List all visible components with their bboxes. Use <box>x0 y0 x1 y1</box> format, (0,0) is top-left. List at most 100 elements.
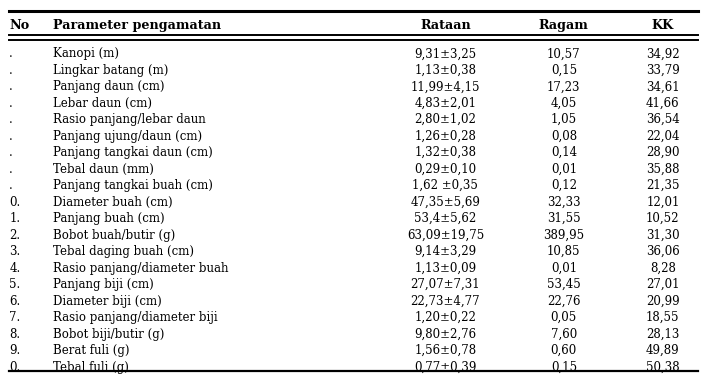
Text: 1,32±0,38: 1,32±0,38 <box>414 146 477 159</box>
Text: 22,76: 22,76 <box>547 294 580 308</box>
Text: 17,23: 17,23 <box>547 80 580 93</box>
Text: 7,60: 7,60 <box>551 327 577 341</box>
Text: 9,31±3,25: 9,31±3,25 <box>414 47 477 60</box>
Text: 63,09±19,75: 63,09±19,75 <box>407 229 484 242</box>
Text: .: . <box>9 80 13 93</box>
Text: Rasio panjang/diameter buah: Rasio panjang/diameter buah <box>53 262 228 275</box>
Text: 31,55: 31,55 <box>547 212 580 225</box>
Text: Tebal fuli (g): Tebal fuli (g) <box>53 360 129 374</box>
Text: 1,56±0,78: 1,56±0,78 <box>414 344 477 357</box>
Text: .: . <box>9 146 13 159</box>
Text: 22,04: 22,04 <box>646 130 679 143</box>
Text: 20,99: 20,99 <box>646 294 679 308</box>
Text: 0,14: 0,14 <box>551 146 577 159</box>
Text: 31,30: 31,30 <box>646 229 679 242</box>
Text: 10,57: 10,57 <box>547 47 580 60</box>
Text: Rasio panjang/diameter biji: Rasio panjang/diameter biji <box>53 311 218 324</box>
Text: 7.: 7. <box>9 311 21 324</box>
Text: 1,05: 1,05 <box>551 113 577 126</box>
Text: 53,45: 53,45 <box>547 278 580 291</box>
Text: 0,12: 0,12 <box>551 179 577 192</box>
Text: Bobot biji/butir (g): Bobot biji/butir (g) <box>53 327 165 341</box>
Text: 22,73±4,77: 22,73±4,77 <box>411 294 480 308</box>
Text: 10,52: 10,52 <box>646 212 679 225</box>
Text: 0,15: 0,15 <box>551 360 577 374</box>
Text: 0,01: 0,01 <box>551 262 577 275</box>
Text: Lingkar batang (m): Lingkar batang (m) <box>53 64 168 77</box>
Text: 1,13±0,38: 1,13±0,38 <box>414 64 477 77</box>
Text: 0,01: 0,01 <box>551 163 577 176</box>
Text: 2.: 2. <box>9 229 21 242</box>
Text: Diameter biji (cm): Diameter biji (cm) <box>53 294 162 308</box>
Text: Rataan: Rataan <box>420 19 471 32</box>
Text: KK: KK <box>652 19 674 32</box>
Text: No: No <box>9 19 30 32</box>
Text: 4.: 4. <box>9 262 21 275</box>
Text: Berat fuli (g): Berat fuli (g) <box>53 344 129 357</box>
Text: 11,99±4,15: 11,99±4,15 <box>411 80 480 93</box>
Text: 53,4±5,62: 53,4±5,62 <box>414 212 477 225</box>
Text: .: . <box>9 47 13 60</box>
Text: 0.: 0. <box>9 196 21 209</box>
Text: 4,83±2,01: 4,83±2,01 <box>414 97 477 110</box>
Text: 8.: 8. <box>9 327 21 341</box>
Text: 0,77±0,39: 0,77±0,39 <box>414 360 477 374</box>
Text: Ragam: Ragam <box>539 19 589 32</box>
Text: .: . <box>9 179 13 192</box>
Text: 1,62 ±0,35: 1,62 ±0,35 <box>412 179 479 192</box>
Text: 50,38: 50,38 <box>646 360 679 374</box>
Text: .: . <box>9 130 13 143</box>
Text: 4,05: 4,05 <box>551 97 577 110</box>
Text: 49,89: 49,89 <box>646 344 679 357</box>
Text: 8,28: 8,28 <box>650 262 676 275</box>
Text: Panjang daun (cm): Panjang daun (cm) <box>53 80 165 93</box>
Text: Rasio panjang/lebar daun: Rasio panjang/lebar daun <box>53 113 206 126</box>
Text: 10,85: 10,85 <box>547 245 580 258</box>
Text: 1,13±0,09: 1,13±0,09 <box>414 262 477 275</box>
Text: Panjang tangkai daun (cm): Panjang tangkai daun (cm) <box>53 146 213 159</box>
Text: 0,60: 0,60 <box>551 344 577 357</box>
Text: 389,95: 389,95 <box>543 229 585 242</box>
Text: 0.: 0. <box>9 360 21 374</box>
Text: 9,14±3,29: 9,14±3,29 <box>414 245 477 258</box>
Text: .: . <box>9 64 13 77</box>
Text: Lebar daun (cm): Lebar daun (cm) <box>53 97 152 110</box>
Text: 36,54: 36,54 <box>646 113 679 126</box>
Text: 36,06: 36,06 <box>646 245 679 258</box>
Text: 1,26±0,28: 1,26±0,28 <box>414 130 477 143</box>
Text: 0,08: 0,08 <box>551 130 577 143</box>
Text: 27,07±7,31: 27,07±7,31 <box>411 278 480 291</box>
Text: 2,80±1,02: 2,80±1,02 <box>414 113 477 126</box>
Text: 12,01: 12,01 <box>646 196 679 209</box>
Text: 32,33: 32,33 <box>547 196 580 209</box>
Text: 28,90: 28,90 <box>646 146 679 159</box>
Text: 47,35±5,69: 47,35±5,69 <box>411 196 480 209</box>
Text: 5.: 5. <box>9 278 21 291</box>
Text: 0,29±0,10: 0,29±0,10 <box>414 163 477 176</box>
Text: .: . <box>9 163 13 176</box>
Text: 1.: 1. <box>9 212 21 225</box>
Text: Panjang buah (cm): Panjang buah (cm) <box>53 212 165 225</box>
Text: Panjang tangkai buah (cm): Panjang tangkai buah (cm) <box>53 179 213 192</box>
Text: Panjang ujung/daun (cm): Panjang ujung/daun (cm) <box>53 130 202 143</box>
Text: Kanopi (m): Kanopi (m) <box>53 47 119 60</box>
Text: .: . <box>9 97 13 110</box>
Text: 6.: 6. <box>9 294 21 308</box>
Text: 33,79: 33,79 <box>646 64 679 77</box>
Text: Panjang biji (cm): Panjang biji (cm) <box>53 278 154 291</box>
Text: 3.: 3. <box>9 245 21 258</box>
Text: Tebal daun (mm): Tebal daun (mm) <box>53 163 154 176</box>
Text: 35,88: 35,88 <box>646 163 679 176</box>
Text: 9.: 9. <box>9 344 21 357</box>
Text: 18,55: 18,55 <box>646 311 679 324</box>
Text: 9,80±2,76: 9,80±2,76 <box>414 327 477 341</box>
Text: Parameter pengamatan: Parameter pengamatan <box>53 19 221 32</box>
Text: 34,92: 34,92 <box>646 47 679 60</box>
Text: 41,66: 41,66 <box>646 97 679 110</box>
Text: 27,01: 27,01 <box>646 278 679 291</box>
Text: 1,20±0,22: 1,20±0,22 <box>414 311 477 324</box>
Text: Tebal daging buah (cm): Tebal daging buah (cm) <box>53 245 194 258</box>
Text: 28,13: 28,13 <box>646 327 679 341</box>
Text: Bobot buah/butir (g): Bobot buah/butir (g) <box>53 229 175 242</box>
Text: 0,15: 0,15 <box>551 64 577 77</box>
